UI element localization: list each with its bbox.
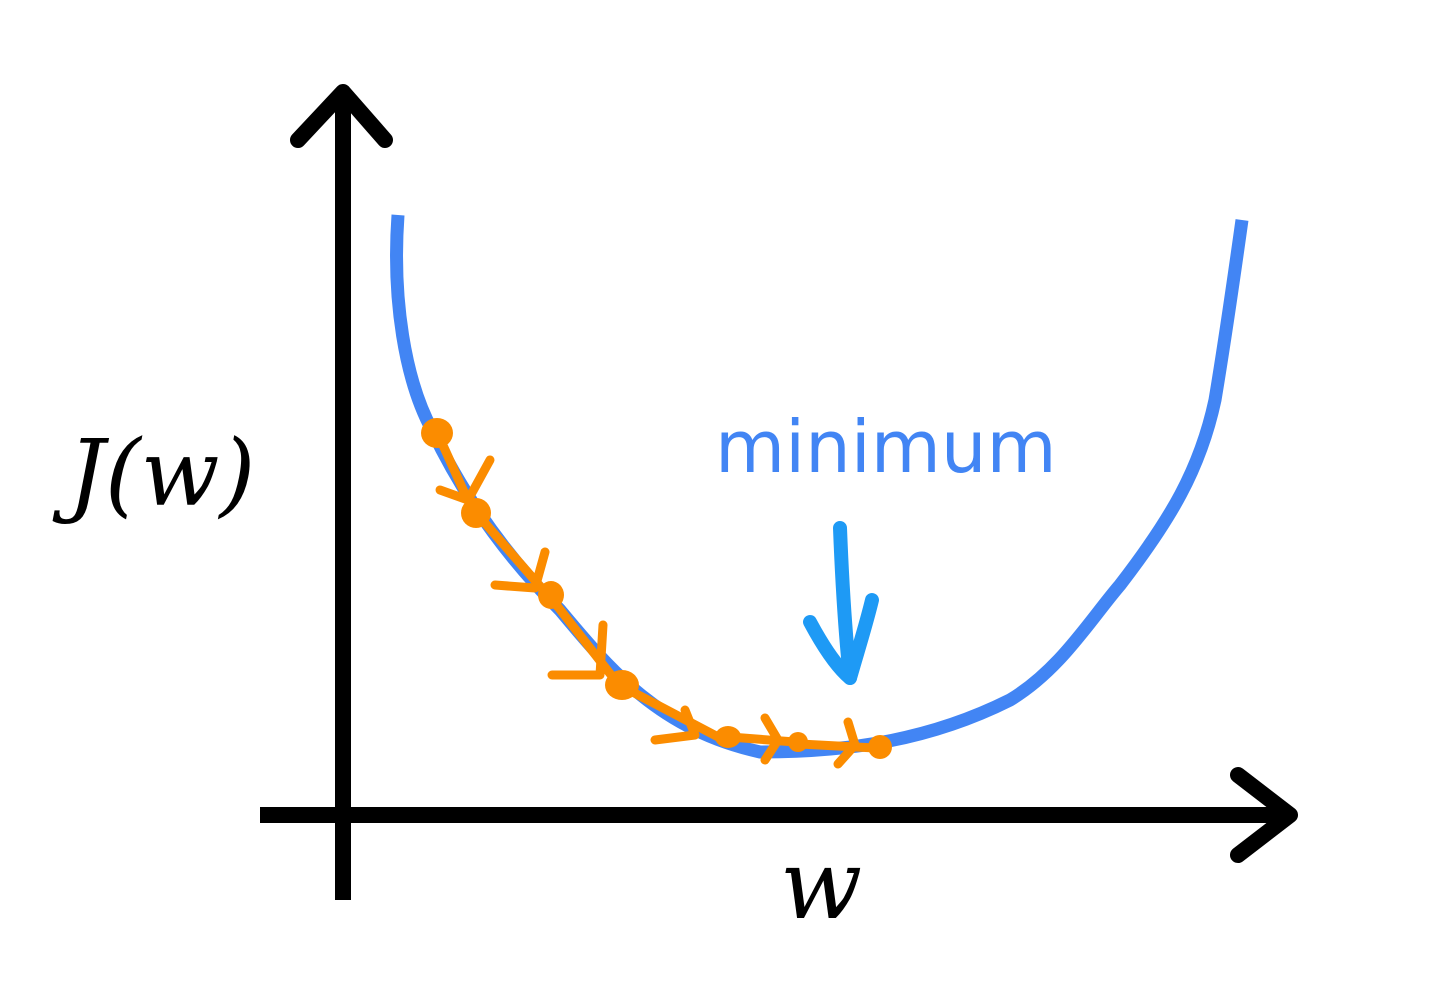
step-points — [421, 418, 892, 759]
step-line — [620, 683, 725, 743]
step-arrow — [833, 717, 860, 769]
y-arrowhead — [290, 84, 393, 148]
step-arrow — [435, 455, 495, 505]
step-line — [795, 739, 880, 753]
step-point — [868, 735, 892, 759]
step-arrow — [490, 547, 550, 593]
step-point — [788, 732, 808, 752]
step-point — [538, 581, 564, 609]
step-point — [715, 726, 741, 748]
step-arrow — [547, 620, 608, 680]
arrow-head — [803, 593, 879, 685]
minimum-label: minimum — [715, 405, 1057, 489]
x-axis-label: w — [780, 829, 862, 941]
step-point — [605, 670, 639, 700]
x-arrowhead — [1230, 767, 1298, 863]
arrow-shaft — [833, 521, 857, 685]
step-arrow — [650, 705, 700, 745]
y-axis-label: J(w) — [52, 420, 255, 527]
step-point — [421, 418, 453, 448]
minimum-arrow — [803, 521, 879, 685]
step-point — [461, 498, 491, 528]
step-arrow — [760, 713, 783, 765]
axes — [260, 84, 1298, 900]
